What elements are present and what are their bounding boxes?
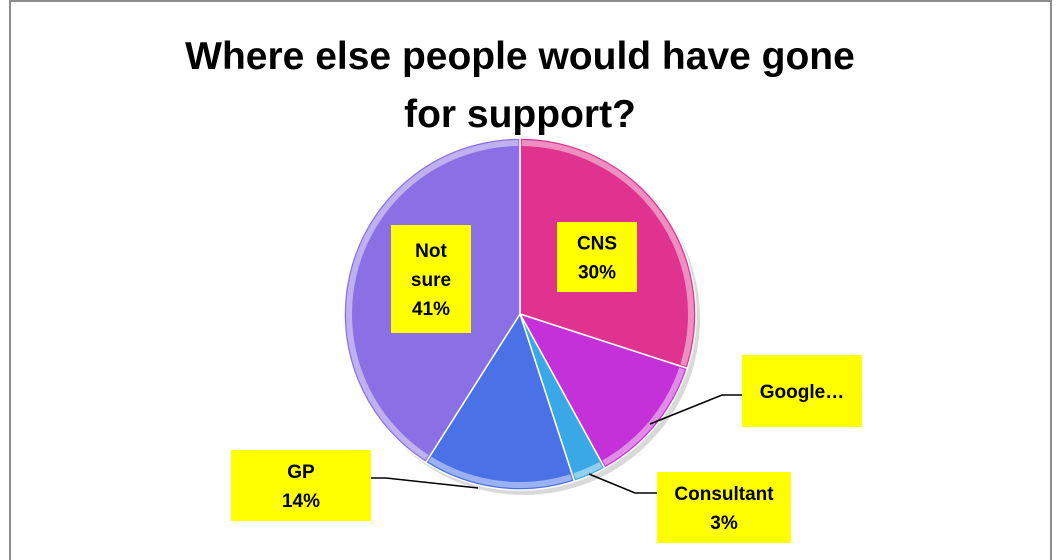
pie-slice-rim bbox=[573, 462, 603, 479]
pie-slice-rim bbox=[346, 140, 519, 460]
data-label-consultant: Consultant 3% bbox=[588, 472, 791, 543]
pie-slice-rim bbox=[428, 456, 573, 488]
label-name: CNS bbox=[577, 234, 617, 255]
label-percent: 14% bbox=[282, 491, 320, 512]
leader-line bbox=[588, 473, 657, 494]
data-label-google: Google… bbox=[649, 355, 862, 427]
data-label-gp: GP 14% bbox=[231, 450, 479, 521]
label-name: Google… bbox=[760, 382, 844, 403]
label-percent: 41% bbox=[412, 299, 450, 320]
data-label-not-sure: Not sure 41% bbox=[391, 225, 471, 333]
label-name: Not bbox=[415, 241, 447, 262]
label-box bbox=[391, 225, 471, 333]
chart-title: Where else people would have gone for su… bbox=[185, 35, 855, 136]
label-percent: 3% bbox=[710, 513, 738, 534]
chart-frame bbox=[9, 0, 1052, 560]
leader-line bbox=[649, 394, 742, 425]
label-box bbox=[742, 355, 862, 427]
label-box bbox=[657, 472, 791, 543]
pie-slice-gp bbox=[424, 312, 576, 491]
label-box bbox=[231, 450, 371, 521]
label-percent: 30% bbox=[578, 263, 616, 284]
data-label-cns: CNS 30% bbox=[557, 222, 637, 292]
leader-line bbox=[371, 477, 479, 489]
pie-slice-google bbox=[518, 312, 689, 470]
label-name: sure bbox=[411, 270, 451, 291]
pie-slice-rim bbox=[521, 140, 694, 367]
pie-chart: CNS 30% Google… Consultant 3% GP 14% Not sure 41% bbox=[231, 137, 862, 543]
label-name: Consultant bbox=[674, 484, 774, 505]
label-box bbox=[557, 222, 637, 292]
label-name: GP bbox=[287, 462, 315, 483]
